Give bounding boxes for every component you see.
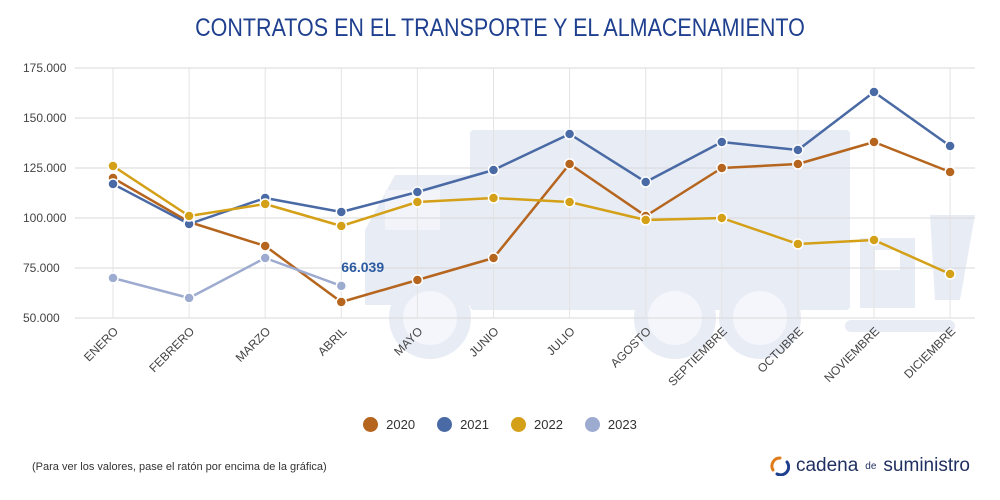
data-point-2022[interactable] — [487, 192, 500, 204]
legend-item-2021[interactable]: 2021 — [437, 417, 489, 432]
x-tick-label: MARZO — [233, 324, 274, 365]
chart-grid — [75, 67, 975, 319]
data-point-2023[interactable] — [259, 252, 271, 264]
series-line-2020 — [112, 140, 951, 304]
x-axis: ENERO FEBRERO MARZO ABRIL MAYO JUNIO JULIO AGOS… — [81, 324, 958, 389]
line-chart[interactable]: 50.000 75.000 100.000 125.000 150.000 175.000… — [0, 0, 1000, 410]
y-tick-label: 125.000 — [23, 161, 67, 175]
data-point-2020[interactable] — [868, 136, 880, 148]
data-point-2021[interactable] — [335, 206, 348, 218]
data-point-2021[interactable] — [563, 128, 576, 140]
brand-logo[interactable]: cadena de suministro — [770, 455, 970, 477]
x-tick-label: NOVIEMBRE — [821, 324, 882, 385]
legend-item-2022[interactable]: 2022 — [511, 417, 563, 432]
y-tick-label: 50.000 — [23, 311, 60, 325]
y-tick-label: 175.000 — [23, 61, 67, 75]
x-tick-label: FEBRERO — [146, 324, 197, 375]
x-tick-label: JUNIO — [466, 324, 501, 359]
data-point-2021[interactable] — [411, 186, 424, 198]
truck-watermark-icon — [365, 130, 975, 359]
series-line-2022 — [112, 164, 951, 276]
legend-label: 2022 — [534, 417, 563, 432]
data-point-2022[interactable] — [335, 220, 348, 232]
data-point-2023[interactable] — [183, 292, 195, 304]
data-point-2021[interactable] — [639, 176, 652, 188]
cadena-de-suministro-logo-icon — [770, 456, 790, 476]
legend-item-2023[interactable]: 2023 — [584, 417, 637, 432]
chart-title: CONTRATOS EN EL TRANSPORTE Y EL ALMACENA… — [195, 14, 805, 42]
data-point-2020[interactable] — [411, 274, 424, 286]
data-point-2022[interactable] — [868, 234, 880, 246]
data-point-2021[interactable] — [107, 178, 119, 190]
data-point-2021[interactable] — [487, 164, 500, 176]
data-point-2021[interactable] — [868, 86, 880, 98]
data-point-2022[interactable] — [792, 238, 804, 250]
data-point-2021[interactable] — [944, 140, 956, 152]
data-point-2021[interactable] — [792, 144, 804, 156]
brand-text-suministro: suministro — [883, 455, 970, 476]
data-point-2022[interactable] — [259, 198, 271, 210]
data-point-2020[interactable] — [259, 240, 271, 252]
series-line-2021 — [112, 90, 951, 226]
series-lines — [112, 90, 951, 304]
data-point-2020[interactable] — [487, 252, 500, 264]
legend-label: 2023 — [607, 417, 637, 432]
legend-label: 2020 — [386, 417, 416, 432]
legend-swatch — [363, 417, 379, 432]
series-points[interactable] — [107, 86, 956, 308]
data-point-2022[interactable] — [563, 196, 576, 208]
x-tick-label: ENERO — [81, 324, 121, 364]
data-label: 66.039 — [341, 259, 384, 275]
legend-label: 2021 — [460, 417, 489, 432]
brand-text-cadena: cadena — [795, 455, 859, 476]
data-point-2022[interactable] — [639, 214, 652, 226]
brand-text-de: de — [865, 460, 877, 472]
x-tick-label: ABRIL — [315, 324, 350, 359]
data-point-2022[interactable] — [411, 196, 424, 208]
y-tick-label: 100.000 — [23, 211, 67, 225]
data-point-2020[interactable] — [335, 296, 348, 308]
data-point-2022[interactable] — [107, 160, 119, 172]
data-point-2020[interactable] — [716, 162, 728, 174]
x-tick-label: DICIEMBRE — [901, 324, 958, 381]
data-point-2020[interactable] — [944, 166, 956, 178]
chart-legend[interactable]: 2020 2021 2022 2023 — [0, 417, 1000, 432]
data-point-2020[interactable] — [563, 158, 576, 170]
data-point-2021[interactable] — [716, 136, 728, 148]
x-tick-label: JULIO — [544, 324, 578, 358]
legend-swatch — [437, 417, 453, 432]
data-point-2020[interactable] — [792, 158, 804, 170]
y-tick-label: 150.000 — [23, 111, 67, 125]
series-line-2023 — [112, 256, 342, 300]
y-tick-label: 75.000 — [23, 261, 60, 275]
data-point-2023[interactable] — [107, 272, 119, 284]
data-point-2022[interactable] — [183, 210, 195, 222]
data-point-2022[interactable] — [944, 268, 956, 280]
legend-swatch — [584, 417, 600, 432]
annotations: 66.039 — [341, 259, 384, 275]
data-point-2022[interactable] — [716, 212, 728, 224]
legend-swatch — [511, 417, 526, 432]
data-point-2023[interactable] — [335, 280, 348, 292]
footnote: (Para ver los valores, pase el ratón por… — [32, 461, 327, 473]
y-axis: 50.000 75.000 100.000 125.000 150.000 175.000 — [23, 61, 67, 325]
legend-item-2020[interactable]: 2020 — [363, 417, 415, 432]
